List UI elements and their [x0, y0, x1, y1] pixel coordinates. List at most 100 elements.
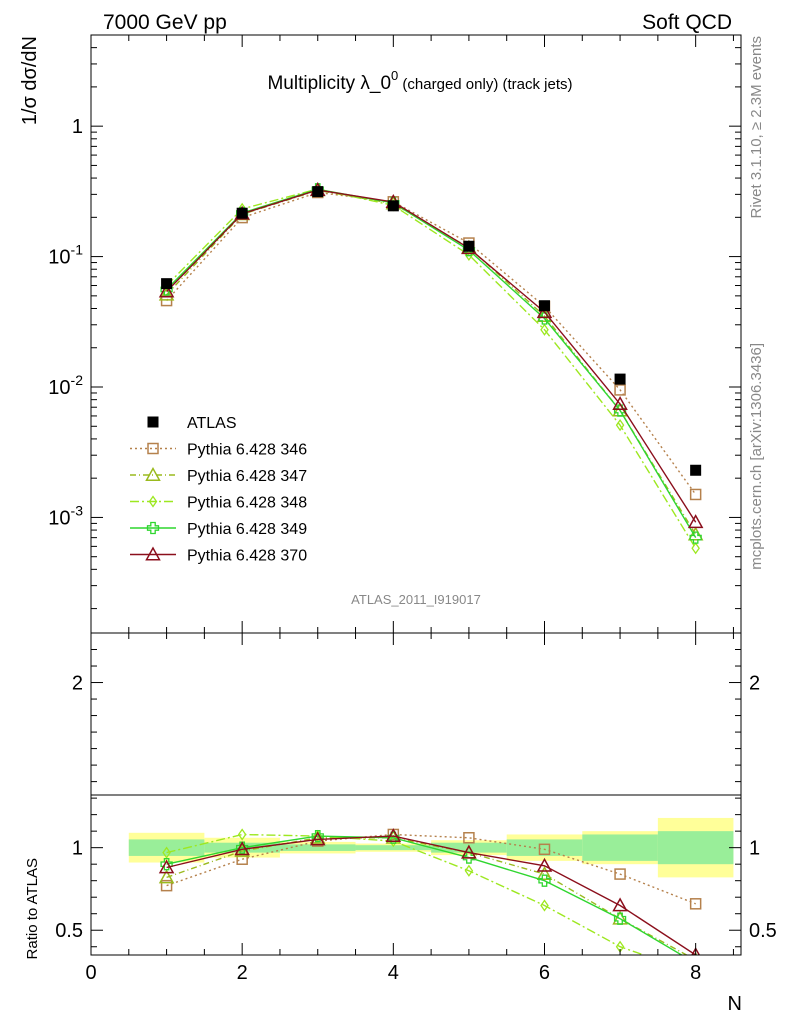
data-point: [612, 396, 628, 411]
data-point: [689, 488, 702, 501]
legend-entry: ATLAS: [147, 415, 237, 432]
legend-label: Pythia 6.428 348: [187, 495, 307, 512]
ratio-frame: [90, 632, 742, 956]
ratio-pythia-6428-370: [158, 828, 701, 955]
main-frame: [90, 34, 742, 634]
ratio-line: [166, 833, 696, 905]
data-point: [387, 200, 399, 212]
series-pythia-6428-347: [158, 182, 704, 541]
band-stat: [582, 834, 658, 861]
ratio-y-tick-label: 0.5: [55, 920, 83, 942]
ratio-y-tick-label-right: 0.5: [749, 920, 777, 942]
y-tick-label: 1: [72, 116, 83, 138]
legend-marker: [147, 416, 159, 428]
data-point: [538, 300, 550, 312]
ratio-point: [309, 831, 326, 846]
ratio-point: [613, 912, 627, 925]
ratio-point: [689, 898, 702, 910]
legend-label: Pythia 6.428 347: [187, 468, 307, 485]
legend-marker: [145, 546, 161, 561]
title-suffix: (charged only) (track jets): [398, 76, 572, 93]
ratio-point: [540, 899, 549, 912]
ratio-line: [166, 835, 697, 955]
title-superscript: 0: [391, 68, 398, 83]
ratio-y-tick-label-right: 2: [749, 673, 760, 695]
header-right: Soft QCD: [642, 11, 732, 34]
main-panel: 1 10-1 10-2 10-3: [48, 34, 742, 634]
data-point: [236, 207, 248, 219]
legend-label: ATLAS: [187, 415, 237, 432]
x-axis-label: N: [728, 993, 742, 1015]
ratio-y-tick-label-right: 1: [749, 838, 760, 860]
ratio-axis-ticks: 0.5 0.5 1 1 2 2 0 2 4 6 8: [55, 633, 777, 984]
data-point: [463, 240, 475, 252]
legend-entry: Pythia 6.428 370: [130, 546, 307, 565]
series-line: [166, 191, 697, 495]
data-point: [691, 542, 700, 555]
ratio-point: [612, 897, 628, 912]
ratio-point: [158, 859, 175, 874]
y-axis-label-ratio: Ratio to ATLAS: [24, 858, 41, 959]
series-line: [166, 189, 697, 523]
band-stat: [657, 831, 734, 865]
y-tick-label: 10-3: [48, 502, 83, 529]
y-tick-label: 10-1: [48, 242, 83, 269]
band-stat: [506, 839, 583, 856]
y-axis-label-main: 1/σ dσ/dN: [19, 36, 41, 125]
data-point: [158, 283, 175, 298]
ratio-point: [538, 843, 551, 856]
ratio-y-tick-label: 1: [72, 838, 83, 860]
ratio-point: [536, 866, 553, 881]
data-point: [687, 526, 704, 541]
ratio-point: [464, 864, 474, 877]
ratio-line: [166, 833, 646, 955]
side-label-rivet: Rivet 3.1.10, ≥ 2.3M events: [748, 36, 765, 219]
ratio-point: [463, 832, 475, 844]
series-line: [166, 188, 697, 549]
ratio-series: [158, 828, 702, 955]
legend-entry: Pythia 6.428 349: [130, 521, 307, 538]
x-tick-label: 0: [85, 962, 96, 984]
x-tick-label: 4: [388, 962, 399, 984]
y-tick-label: 10-2: [48, 372, 83, 399]
legend-label: Pythia 6.428 349: [187, 521, 307, 538]
ratio-point: [234, 841, 250, 856]
ratio-point: [387, 831, 400, 844]
ratio-point: [160, 879, 173, 892]
series-atlas: [161, 186, 702, 476]
ratio-point: [614, 868, 626, 880]
main-axis-ticks: 1 10-1 10-2 10-3: [48, 34, 741, 633]
ratio-point: [385, 828, 402, 843]
data-point: [687, 514, 704, 529]
legend-marker: [146, 521, 160, 535]
ratio-point: [536, 857, 553, 872]
series-line: [166, 188, 697, 538]
ratio-point: [160, 858, 173, 871]
data-point: [536, 304, 553, 319]
plot-title: Multiplicity λ_00 (charged only) (track …: [267, 68, 572, 94]
ratio-line: [166, 835, 684, 955]
ratio-point: [237, 828, 247, 841]
series-pythia-6428-349: [160, 183, 702, 544]
data-point: [161, 278, 173, 290]
x-tick-label: 8: [690, 962, 701, 984]
x-tick-label: 2: [237, 962, 248, 984]
ratio-pythia-6428-349: [160, 829, 684, 955]
data-point: [312, 186, 324, 198]
data-point: [614, 384, 626, 396]
main-series: [158, 181, 704, 555]
legend-label: Pythia 6.428 370: [187, 548, 307, 565]
legend-marker: [148, 495, 158, 508]
legend-marker: [145, 466, 161, 481]
legend-entry: Pythia 6.428 346: [130, 442, 307, 459]
legend: ATLAS Pythia 6.428 346 Pythia 6.428 347 Pyt…: [130, 415, 307, 565]
ratio-point: [311, 829, 324, 843]
ratio-y-tick-label: 2: [72, 673, 83, 695]
analysis-id: ATLAS_2011_I919017: [351, 592, 481, 607]
ratio-panel: 0.5 0.5 1 1 2 2 0 2 4 6 8: [55, 632, 777, 984]
data-point: [690, 464, 702, 476]
band-stat: [431, 842, 507, 853]
ratio-point: [538, 874, 551, 887]
header-left: 7000 GeV pp: [103, 11, 227, 34]
title-main: Multiplicity λ_0: [267, 73, 391, 94]
